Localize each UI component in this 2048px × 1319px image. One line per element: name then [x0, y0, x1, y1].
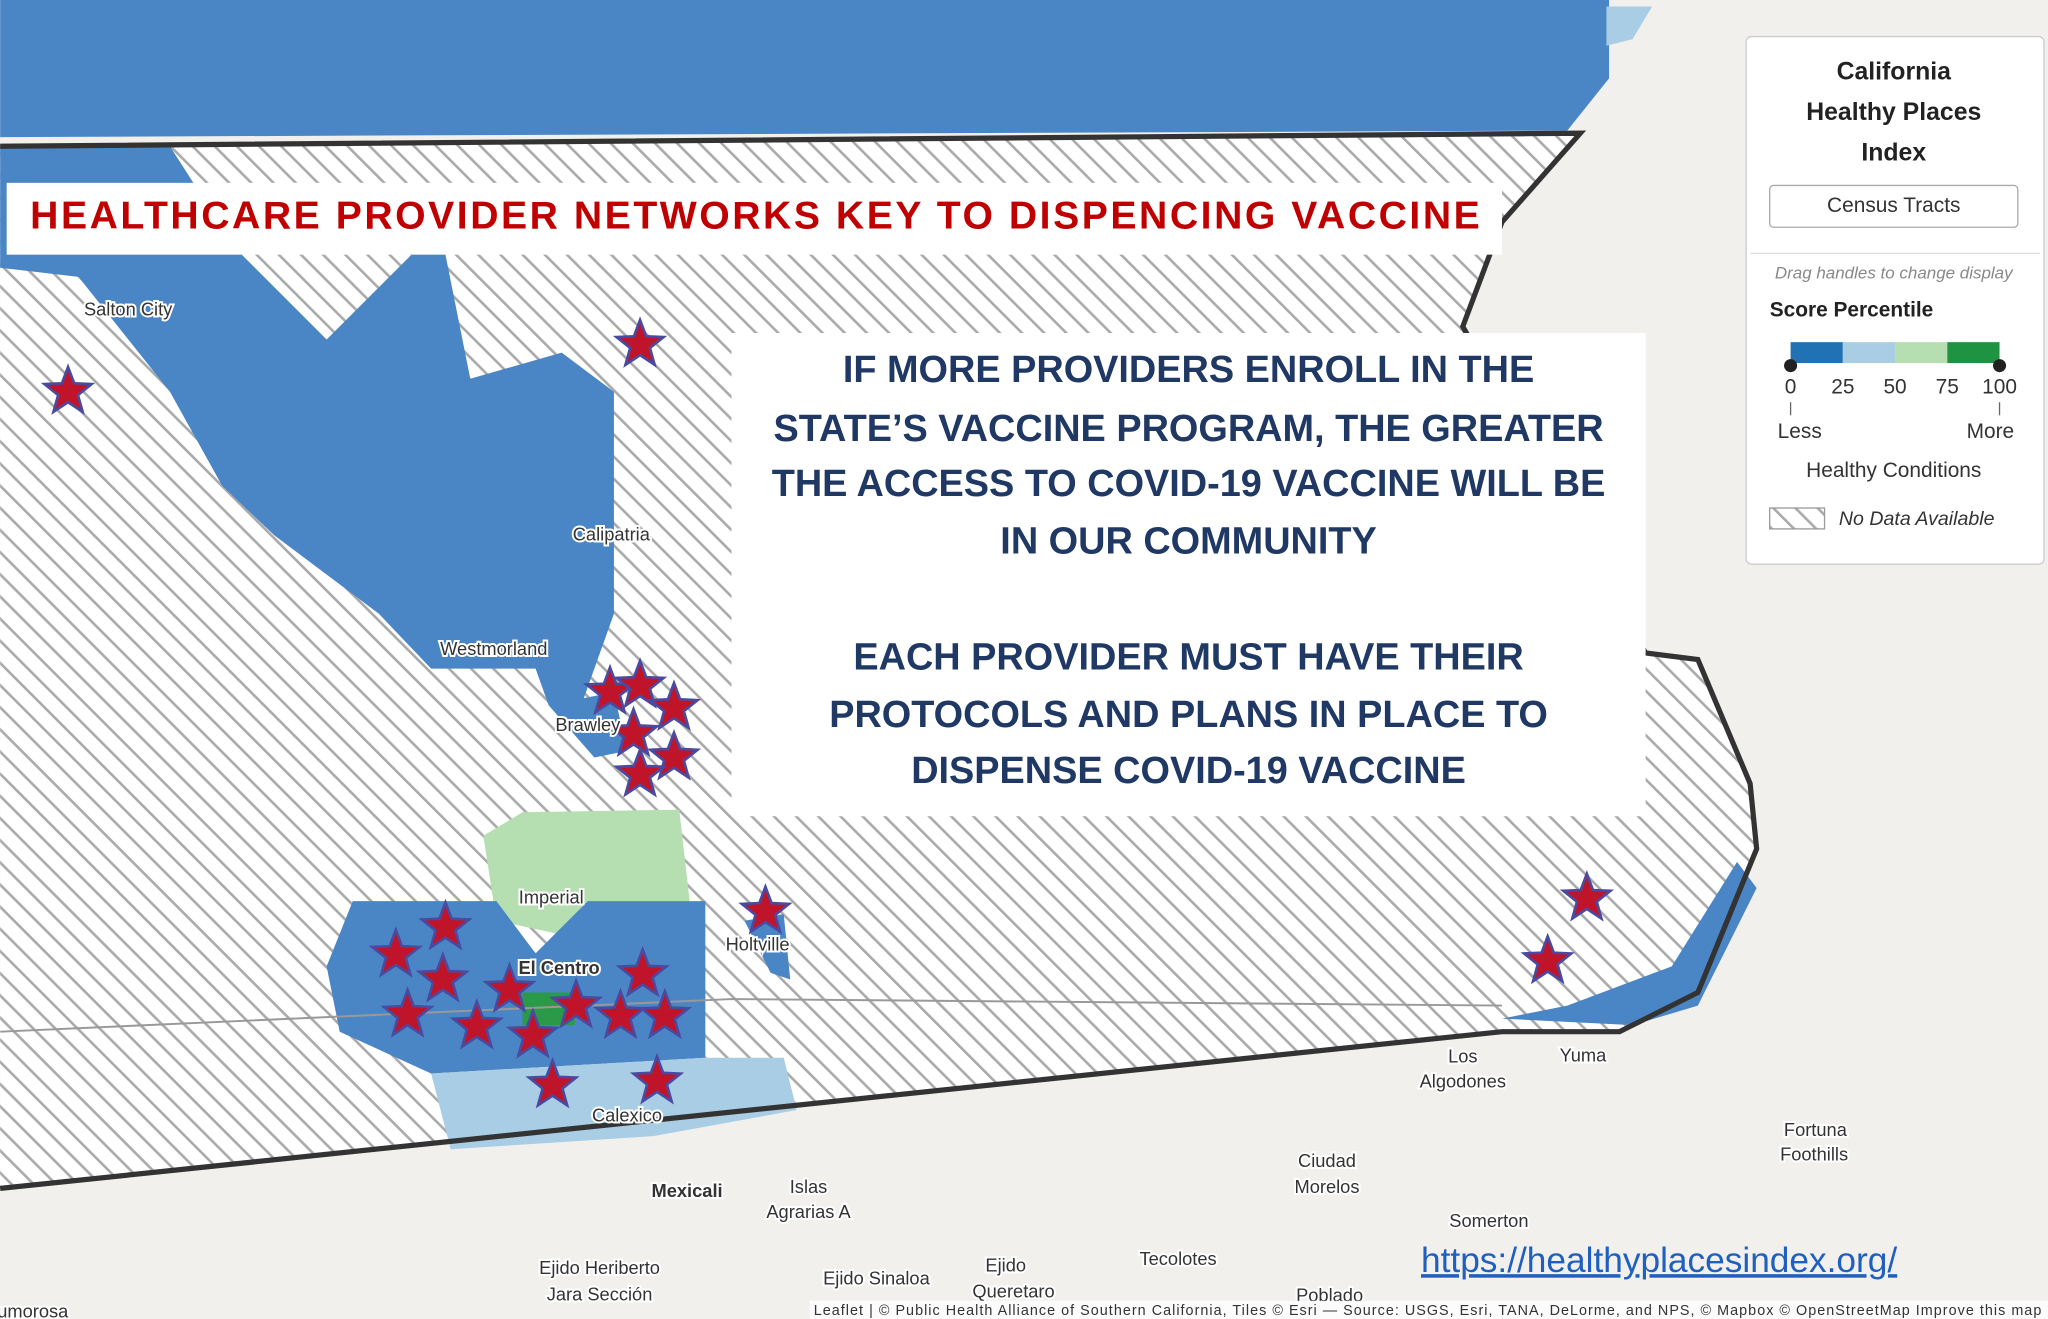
- attribution[interactable]: Leaflet | © Public Health Alliance of So…: [814, 1303, 2042, 1319]
- legend-tick-label: 75: [1936, 375, 1959, 398]
- swatch: [1947, 342, 1999, 363]
- place-label: Imperial: [519, 886, 584, 907]
- swatch: [1843, 342, 1895, 363]
- handle[interactable]: [1993, 359, 2006, 372]
- place-label: Ejido: [985, 1255, 1026, 1276]
- place-label: Brawley: [555, 714, 621, 735]
- place-label: Tecolotes: [1140, 1248, 1217, 1269]
- map: HEALTHCARE PROVIDER NETWORKS KEY TO DISP…: [0, 0, 2048, 1319]
- place-label: Agrarias A: [766, 1201, 851, 1222]
- callout-line: IF MORE PROVIDERS ENROLL IN THE: [843, 349, 1534, 391]
- place-label: Yuma: [1560, 1044, 1608, 1065]
- place-label: Holtville: [726, 933, 790, 954]
- legend-hint: Drag handles to change display: [1775, 264, 2014, 283]
- swatch: [1895, 342, 1947, 363]
- place-label: Ciudad: [1298, 1150, 1356, 1171]
- place-label: Calexico: [592, 1104, 662, 1125]
- region-blue: [0, 0, 1609, 137]
- place-label: Queretaro: [972, 1281, 1054, 1302]
- place-label: Ejido Heriberto: [539, 1257, 660, 1278]
- legend-scale-title: Score Percentile: [1770, 298, 1934, 321]
- legend-title-line: Healthy Places: [1806, 99, 1981, 126]
- legend-title-line: California: [1837, 59, 1952, 86]
- callout-line: IN OUR COMMUNITY: [1000, 520, 1376, 562]
- legend-title-line: Index: [1861, 140, 1926, 167]
- callout-line: PROTOCOLS AND PLANS IN PLACE TO: [829, 694, 1548, 736]
- legend-no-data: No Data Available: [1839, 508, 1995, 530]
- callout-box: [731, 333, 1645, 816]
- legend-tick-label: 0: [1785, 375, 1797, 398]
- legend-tick-label: 25: [1831, 375, 1854, 398]
- place-label: umorosa: [0, 1300, 69, 1319]
- no-data-swatch: [1770, 508, 1825, 529]
- url-link[interactable]: https://healthyplacesindex.org/: [1421, 1241, 1897, 1280]
- callout-line: EACH PROVIDER MUST HAVE THEIR: [853, 637, 1523, 679]
- place-label: Morelos: [1294, 1176, 1359, 1197]
- title: HEALTHCARE PROVIDER NETWORKS KEY TO DISP…: [30, 194, 1480, 237]
- place-label: Mexicali: [652, 1180, 723, 1201]
- callout-line: DISPENSE COVID-19 VACCINE: [911, 750, 1466, 792]
- swatch: [1791, 342, 1843, 363]
- legend-button-label[interactable]: Census Tracts: [1827, 194, 1960, 217]
- place-label: Algodones: [1420, 1070, 1506, 1091]
- legend-high: More: [1967, 420, 2015, 443]
- place-label: Islas: [790, 1176, 828, 1197]
- place-label: Foothills: [1780, 1144, 1848, 1165]
- callout-line: THE ACCESS TO COVID-19 VACCINE WILL BE: [772, 463, 1606, 505]
- place-label: Calipatria: [573, 523, 651, 544]
- place-label: Ejido Sinaloa: [823, 1268, 930, 1289]
- place-label: Salton City: [84, 299, 173, 320]
- legend-caption: Healthy Conditions: [1806, 459, 1981, 482]
- callout-line: STATE’S VACCINE PROGRAM, THE GREATER: [773, 408, 1603, 450]
- handle[interactable]: [1784, 359, 1797, 372]
- place-label: Los: [1448, 1046, 1477, 1067]
- place-label: Fortuna: [1784, 1119, 1848, 1140]
- legend-tick-label: 50: [1883, 375, 1906, 398]
- page: body{margin:0;width:2048px;height:1319px…: [0, 0, 2048, 1319]
- place-label: El Centro: [518, 957, 599, 978]
- body: {"title":"HEALTHCARE PROVIDER NETWORKS K…: [0, 0, 2048, 1319]
- legend-tick-label: 100: [1982, 375, 2017, 398]
- place-label: Westmorland: [440, 638, 547, 659]
- place-label: Jara Sección: [547, 1283, 653, 1304]
- place-label: Somerton: [1449, 1210, 1528, 1231]
- legend-low: Less: [1778, 420, 1822, 443]
